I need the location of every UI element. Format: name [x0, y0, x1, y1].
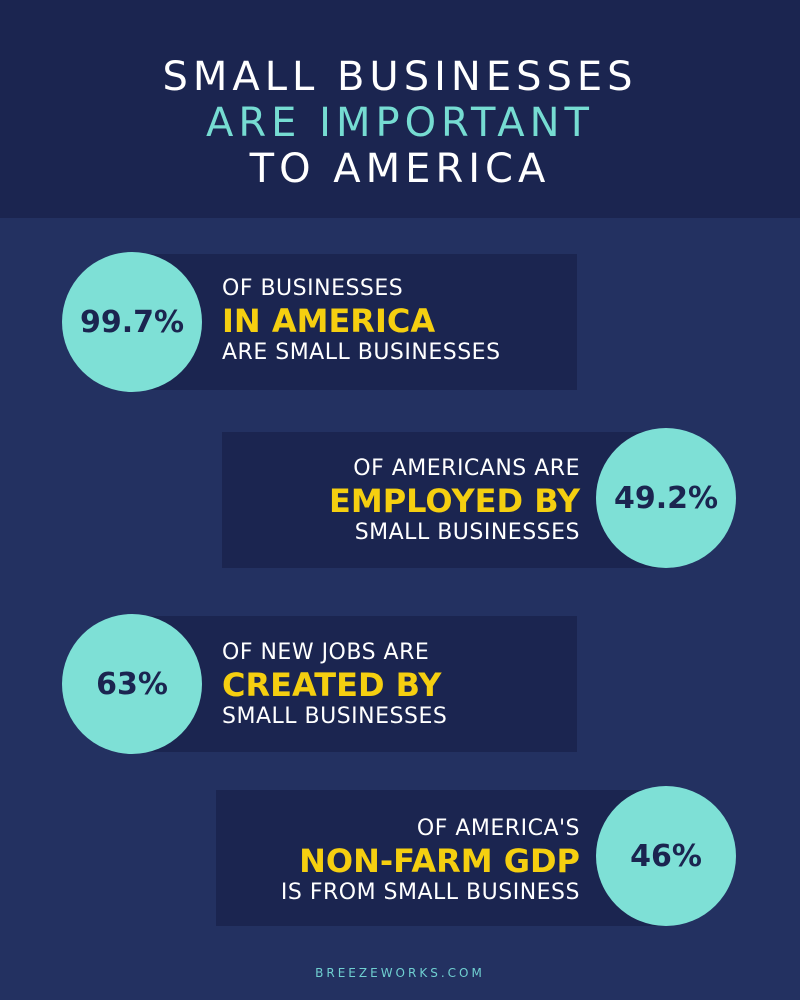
title-line-2: ARE IMPORTANT	[206, 100, 594, 146]
stat-panel-gdp	[216, 790, 666, 926]
stat-circle-employed: 49.2%	[596, 428, 736, 568]
stat-text-employed: OF AMERICANS ARE EMPLOYED BY SMALL BUSIN…	[329, 456, 580, 546]
stat-line1: OF AMERICA'S	[416, 816, 580, 841]
stat-line3: ARE SMALL BUSINESSES	[222, 340, 501, 365]
stat-panel-businesses	[130, 254, 577, 390]
stat-line3: IS FROM SMALL BUSINESS	[280, 880, 580, 905]
stat-highlight: CREATED BY	[222, 666, 442, 704]
stat-highlight: NON-FARM GDP	[299, 842, 580, 880]
stat-circle-businesses: 99.7%	[62, 252, 202, 392]
stat-line3: SMALL BUSINESSES	[354, 520, 580, 545]
stat-line1: OF BUSINESSES	[222, 276, 404, 301]
stat-text-new-jobs: OF NEW JOBS ARE CREATED BY SMALL BUSINES…	[222, 640, 447, 730]
stat-panel-new-jobs	[130, 616, 577, 752]
stat-line1: OF NEW JOBS ARE	[222, 640, 430, 665]
stat-line3: SMALL BUSINESSES	[222, 704, 448, 729]
stat-circle-gdp: 46%	[596, 786, 736, 926]
header-banner: SMALL BUSINESSES ARE IMPORTANT TO AMERIC…	[0, 0, 800, 218]
stat-circle-new-jobs: 63%	[62, 614, 202, 754]
stat-highlight: EMPLOYED BY	[328, 482, 580, 520]
stat-highlight: IN AMERICA	[222, 302, 436, 340]
title-line-3: TO AMERICA	[249, 146, 551, 192]
stat-line1: OF AMERICANS ARE	[353, 456, 580, 481]
stat-text-gdp: OF AMERICA'S NON-FARM GDP IS FROM SMALL …	[281, 816, 580, 906]
title-line-1: SMALL BUSINESSES	[162, 54, 638, 100]
footer-website: BREEZEWORKS.COM	[315, 966, 485, 980]
stat-text-businesses: OF BUSINESSES IN AMERICA ARE SMALL BUSIN…	[222, 276, 501, 366]
